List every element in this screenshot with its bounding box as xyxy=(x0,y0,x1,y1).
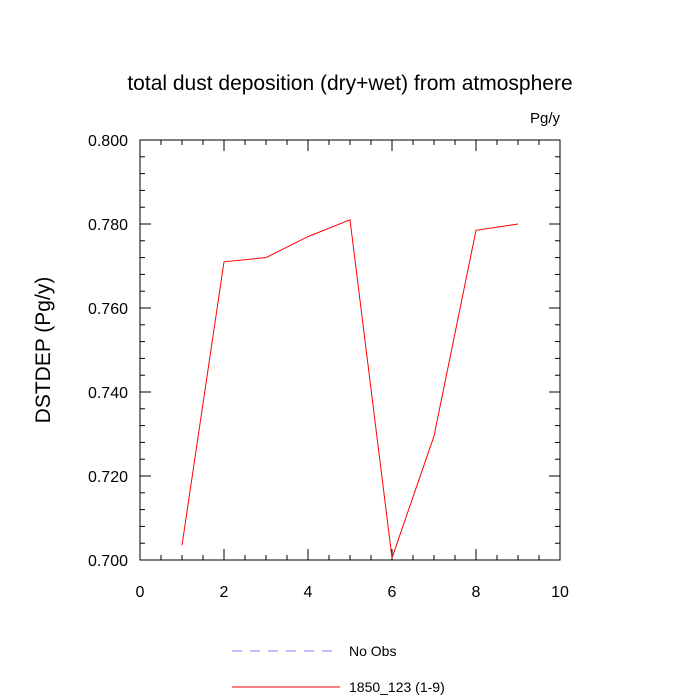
chart-title: total dust deposition (dry+wet) from atm… xyxy=(127,72,572,95)
axis-ticks xyxy=(139,139,561,561)
plot-frame xyxy=(139,139,561,561)
y-axis-label: DSTDEP (Pg/y) xyxy=(32,277,55,424)
y-tick-label: 0.720 xyxy=(88,469,128,486)
x-tick-label: 10 xyxy=(551,584,569,601)
y-tick-label: 0.740 xyxy=(88,385,128,402)
x-tick-label: 6 xyxy=(388,584,397,601)
y-tick-label: 0.700 xyxy=(88,553,128,570)
legend-label: 1850_123 (1-9) xyxy=(349,679,445,695)
y-tick-label: 0.760 xyxy=(88,301,128,318)
x-tick-label: 4 xyxy=(304,584,313,601)
series-group xyxy=(181,219,519,559)
units-label: Pg/y xyxy=(530,110,561,127)
y-tick-label: 0.780 xyxy=(88,217,128,234)
y-tick-label: 0.800 xyxy=(88,133,128,150)
x-tick-label: 0 xyxy=(136,584,145,601)
legend: No Obs 1850_123 (1-9) xyxy=(232,643,445,695)
legend-label: No Obs xyxy=(349,643,396,659)
x-tick-label: 8 xyxy=(472,584,481,601)
x-tick-label: 2 xyxy=(220,584,229,601)
tick-labels: 0 2 4 6 8 10 0.700 0.720 0.740 0.760 0.780 0.800 xyxy=(88,133,569,601)
series-line xyxy=(181,219,519,559)
